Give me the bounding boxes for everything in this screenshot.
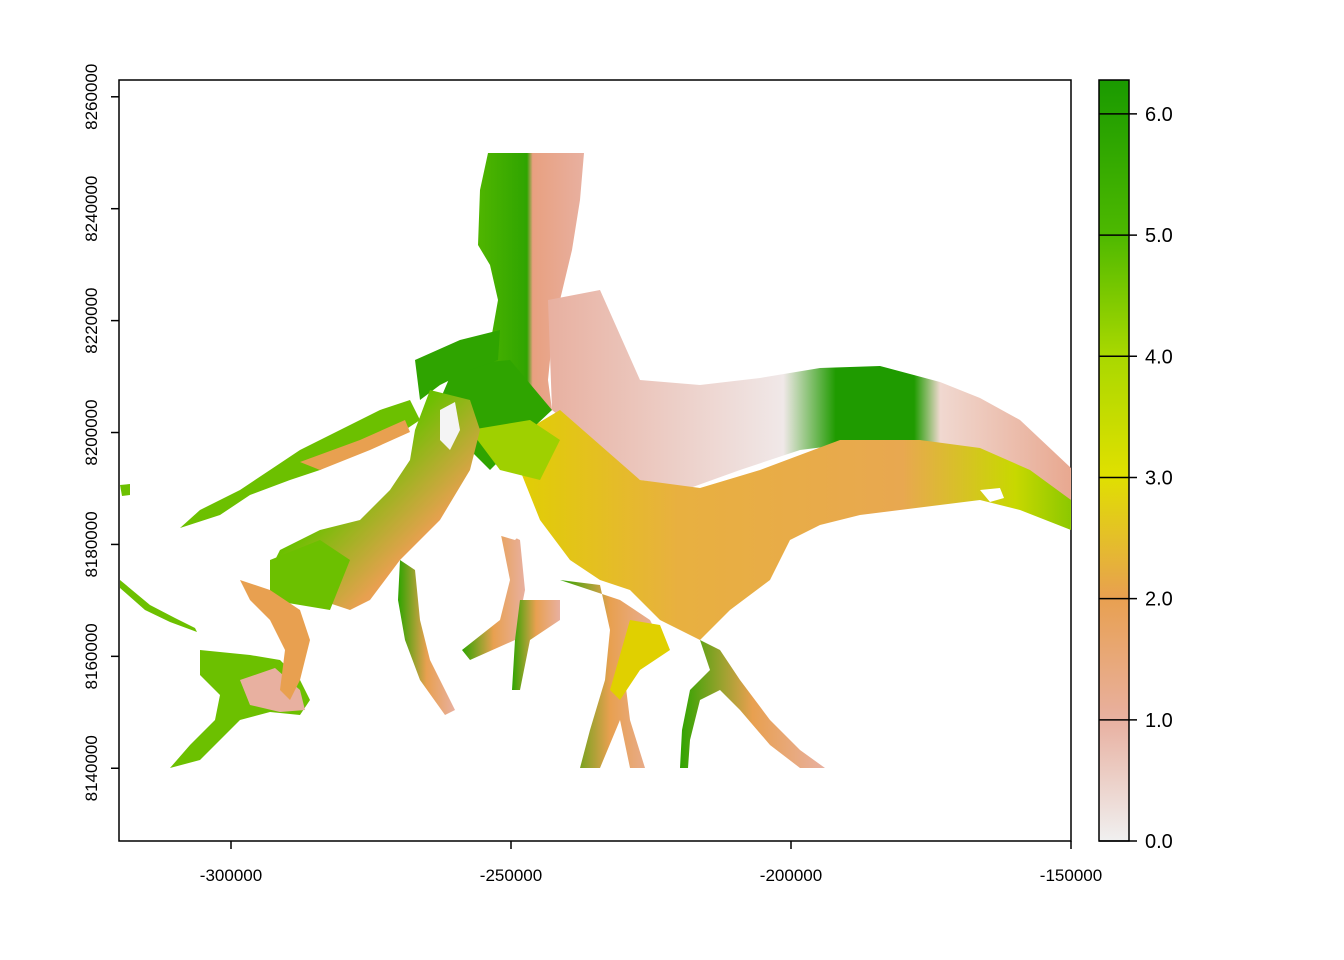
y-tick-label: 8240000 (82, 176, 101, 242)
x-tick-label: -300000 (200, 866, 262, 885)
y-tick-label: 8260000 (82, 64, 101, 130)
y-axis: 8140000 8160000 8180000 8200000 8220000 82400… (82, 64, 119, 801)
legend-tick-label: 5.0 (1145, 225, 1173, 247)
y-tick-label: 8200000 (82, 399, 101, 465)
legend-tick-label: 0.0 (1145, 831, 1173, 853)
estuary-raster (120, 153, 1071, 768)
x-axis: -300000 -250000 -200000 -150000 (200, 841, 1102, 885)
y-tick-label: 8140000 (82, 735, 101, 801)
y-tick-label: 8160000 (82, 623, 101, 689)
legend-tick-label: 4.0 (1145, 346, 1173, 368)
plot-frame (118, 79, 1072, 842)
colorbar (1098, 79, 1130, 842)
legend-tick-label: 1.0 (1145, 710, 1173, 732)
x-tick-label: -150000 (1040, 866, 1102, 885)
y-tick-label: 8220000 (82, 288, 101, 354)
x-tick-label: -200000 (760, 866, 822, 885)
x-tick-label: -250000 (480, 866, 542, 885)
legend-tick-label: 3.0 (1145, 467, 1173, 489)
legend-tick-label: 2.0 (1145, 589, 1173, 611)
y-tick-label: 8180000 (82, 511, 101, 577)
colorbar-legend: 0.0 1.0 2.0 3.0 4.0 5.0 6.0 (1098, 79, 1173, 853)
legend-tick-label: 6.0 (1145, 104, 1173, 126)
